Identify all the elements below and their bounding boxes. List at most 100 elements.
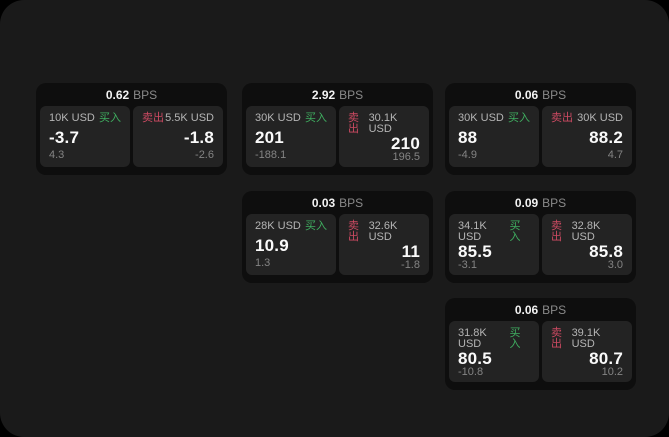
sell-panel-header: 卖出 32.8K USD <box>551 221 623 243</box>
sell-panel-header: 卖出 30.1K USD <box>348 113 420 135</box>
bps-value: 0.06 <box>514 302 539 317</box>
buy-quote-panel[interactable]: 30K USD 买入 88 -4.9 <box>449 106 539 167</box>
sell-panel-header: 卖出 30K USD <box>551 113 623 124</box>
sell-price: 11 <box>401 242 420 261</box>
buy-panel-header: 28K USD 买入 <box>255 221 327 232</box>
buy-side-label: 买入 <box>305 220 327 232</box>
sell-panel-header: 卖出 32.6K USD <box>348 221 420 243</box>
buy-price: 201 <box>255 127 284 147</box>
sell-side-label: 卖出 <box>142 112 164 124</box>
bps-header: 0.06 BPS <box>445 298 636 321</box>
buy-panel-header: 10K USD 买入 <box>49 113 121 124</box>
sell-size-label: 39.1K USD <box>571 327 601 350</box>
bps-value: 0.62 <box>105 87 130 102</box>
buy-side-label: 买入 <box>509 220 521 243</box>
buy-price: 10.9 <box>255 235 289 255</box>
buy-change: -3.1 <box>458 259 477 271</box>
buy-size-label: 30K USD <box>458 112 504 124</box>
quote-card: 0.06 BPS 30K USD 买入 88 -4.9 卖出 30K USD 8… <box>445 83 636 175</box>
bps-header: 0.06 BPS <box>445 83 636 106</box>
quote-panels: 30K USD 买入 201 -188.1 卖出 30.1K USD 210 1… <box>242 106 433 167</box>
sell-price: 85.8 <box>589 242 623 261</box>
quote-card: 0.03 BPS 28K USD 买入 10.9 1.3 卖出 32.6K US… <box>242 191 433 283</box>
buy-quote-panel[interactable]: 30K USD 买入 201 -188.1 <box>246 106 336 167</box>
sell-price: 80.7 <box>589 349 623 368</box>
bps-value: 0.06 <box>514 87 539 102</box>
buy-side-label: 买入 <box>99 112 121 124</box>
buy-side-label: 买入 <box>508 112 530 124</box>
buy-price: -3.7 <box>49 127 80 147</box>
bps-value: 2.92 <box>311 87 336 102</box>
buy-quote-panel[interactable]: 28K USD 买入 10.9 1.3 <box>246 214 336 275</box>
buy-change: -10.8 <box>458 366 484 378</box>
sell-size-label: 30K USD <box>577 112 623 124</box>
buy-panel-header: 30K USD 买入 <box>458 113 530 124</box>
bps-unit-label: BPS <box>542 195 567 210</box>
sell-quote-panel[interactable]: 卖出 32.8K USD 85.8 3.0 <box>542 214 632 275</box>
buy-panel-header: 34.1K USD 买入 <box>458 221 530 243</box>
buy-change: 4.3 <box>49 149 65 161</box>
sell-size-label: 32.8K USD <box>571 220 601 243</box>
sell-quote-panel[interactable]: 卖出 30K USD 88.2 4.7 <box>542 106 632 167</box>
sell-price: 88.2 <box>589 127 623 147</box>
sell-size-label: 30.1K USD <box>368 112 398 135</box>
buy-side-label: 买入 <box>305 112 327 124</box>
buy-size-label: 34.1K USD <box>458 220 487 243</box>
sell-change: 10.2 <box>601 366 623 378</box>
sell-size-label: 5.5K USD <box>165 112 214 124</box>
quote-card: 0.06 BPS 31.8K USD 买入 80.5 -10.8 卖出 39.1… <box>445 298 636 390</box>
quote-panels: 34.1K USD 买入 85.5 -3.1 卖出 32.8K USD 85.8… <box>445 214 636 275</box>
sell-quote-panel[interactable]: 卖出 30.1K USD 210 196.5 <box>339 106 429 167</box>
buy-price: 88 <box>458 127 478 147</box>
buy-change: 1.3 <box>255 257 271 269</box>
buy-change: -4.9 <box>458 149 477 161</box>
buy-side-label: 买入 <box>509 327 521 350</box>
bps-unit-label: BPS <box>339 87 364 102</box>
bps-unit-label: BPS <box>339 195 364 210</box>
sell-price: 210 <box>391 134 420 153</box>
sell-side-label: 卖出 <box>348 112 359 135</box>
sell-side-label: 卖出 <box>551 220 562 243</box>
sell-quote-panel[interactable]: 卖出 39.1K USD 80.7 10.2 <box>542 321 632 382</box>
sell-price: -1.8 <box>183 127 214 147</box>
bps-header: 0.62 BPS <box>36 83 227 106</box>
buy-quote-panel[interactable]: 34.1K USD 买入 85.5 -3.1 <box>449 214 539 275</box>
quote-panels: 10K USD 买入 -3.7 4.3 卖出 5.5K USD -1.8 -2.… <box>36 106 227 167</box>
sell-side-label: 卖出 <box>348 220 359 243</box>
bps-unit-label: BPS <box>542 87 567 102</box>
buy-price: 85.5 <box>458 242 492 261</box>
sell-side-label: 卖出 <box>551 327 562 350</box>
buy-size-label: 28K USD <box>255 220 301 232</box>
sell-panel-header: 卖出 39.1K USD <box>551 328 623 350</box>
bps-value: 0.03 <box>311 195 336 210</box>
buy-size-label: 31.8K USD <box>458 327 487 350</box>
sell-panel-header: 卖出 5.5K USD <box>142 113 214 124</box>
sell-side-label: 卖出 <box>551 112 573 124</box>
buy-panel-header: 31.8K USD 买入 <box>458 328 530 350</box>
sell-size-label: 32.6K USD <box>368 220 398 243</box>
quote-card: 0.09 BPS 34.1K USD 买入 85.5 -3.1 卖出 32.8K… <box>445 191 636 283</box>
sell-change: 3.0 <box>607 259 623 271</box>
bps-header: 0.09 BPS <box>445 191 636 214</box>
buy-price: 80.5 <box>458 349 492 368</box>
quote-card: 0.62 BPS 10K USD 买入 -3.7 4.3 卖出 5.5K USD… <box>36 83 227 175</box>
sell-change: -1.8 <box>401 259 420 271</box>
sell-quote-panel[interactable]: 卖出 5.5K USD -1.8 -2.6 <box>133 106 223 167</box>
sell-change: -2.6 <box>195 149 214 161</box>
buy-quote-panel[interactable]: 31.8K USD 买入 80.5 -10.8 <box>449 321 539 382</box>
buy-size-label: 30K USD <box>255 112 301 124</box>
sell-change: 196.5 <box>392 151 420 163</box>
sell-quote-panel[interactable]: 卖出 32.6K USD 11 -1.8 <box>339 214 429 275</box>
bps-value: 0.09 <box>514 195 539 210</box>
quote-card: 2.92 BPS 30K USD 买入 201 -188.1 卖出 30.1K … <box>242 83 433 175</box>
buy-size-label: 10K USD <box>49 112 95 124</box>
bps-unit-label: BPS <box>542 302 567 317</box>
buy-change: -188.1 <box>255 149 287 161</box>
bps-unit-label: BPS <box>133 87 158 102</box>
buy-quote-panel[interactable]: 10K USD 买入 -3.7 4.3 <box>40 106 130 167</box>
buy-panel-header: 30K USD 买入 <box>255 113 327 124</box>
quote-panels: 31.8K USD 买入 80.5 -10.8 卖出 39.1K USD 80.… <box>445 321 636 382</box>
quote-panels: 30K USD 买入 88 -4.9 卖出 30K USD 88.2 4.7 <box>445 106 636 167</box>
quote-panels: 28K USD 买入 10.9 1.3 卖出 32.6K USD 11 -1.8 <box>242 214 433 275</box>
